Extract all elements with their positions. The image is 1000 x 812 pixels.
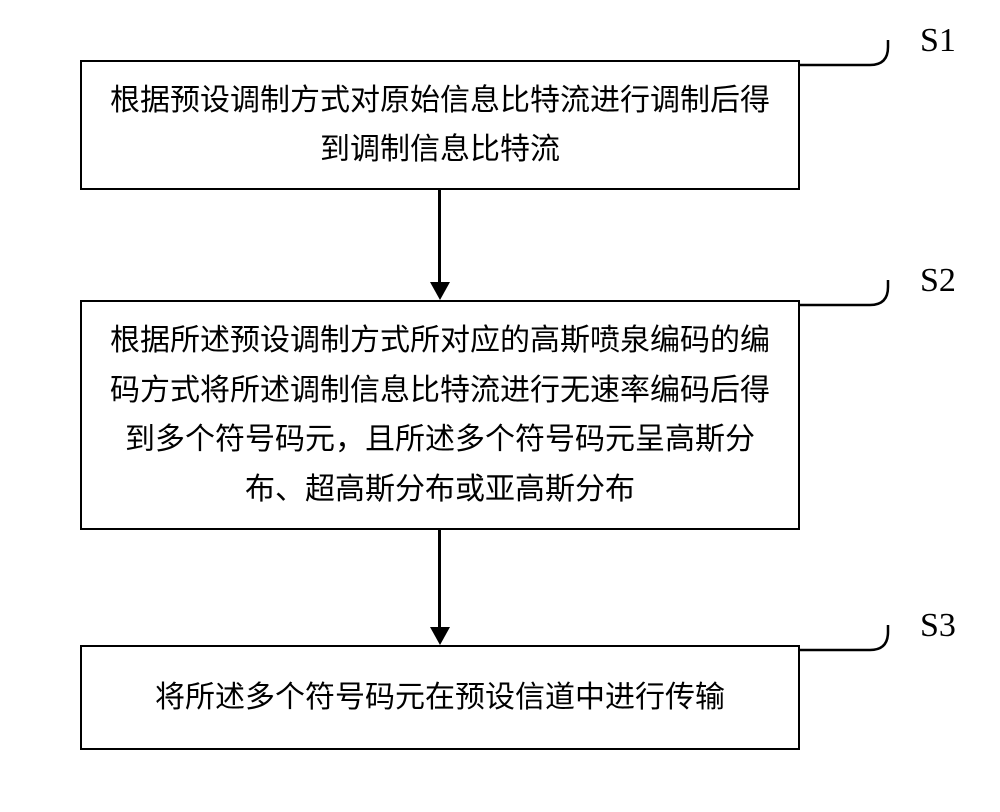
connector-s2 <box>800 280 920 340</box>
flowchart-container: 根据预设调制方式对原始信息比特流进行调制后得到调制信息比特流 S1 根据所述预设… <box>0 0 1000 812</box>
step-label-s2: S2 <box>920 262 956 300</box>
arrow-head-s2-s3 <box>430 627 450 645</box>
connector-s1 <box>800 40 920 100</box>
step-text-s1: 根据预设调制方式对原始信息比特流进行调制后得到调制信息比特流 <box>106 76 774 175</box>
arrow-s2-s3 <box>438 530 441 627</box>
arrow-head-s1-s2 <box>430 282 450 300</box>
step-box-s2: 根据所述预设调制方式所对应的高斯喷泉编码的编码方式将所述调制信息比特流进行无速率… <box>80 300 800 530</box>
arrow-s1-s2 <box>438 190 441 282</box>
step-text-s3: 将所述多个符号码元在预设信道中进行传输 <box>155 673 725 723</box>
step-label-s1: S1 <box>920 22 956 60</box>
step-label-s3: S3 <box>920 607 956 645</box>
connector-s3 <box>800 625 920 685</box>
step-box-s3: 将所述多个符号码元在预设信道中进行传输 <box>80 645 800 750</box>
step-text-s2: 根据所述预设调制方式所对应的高斯喷泉编码的编码方式将所述调制信息比特流进行无速率… <box>106 316 774 514</box>
step-box-s1: 根据预设调制方式对原始信息比特流进行调制后得到调制信息比特流 <box>80 60 800 190</box>
